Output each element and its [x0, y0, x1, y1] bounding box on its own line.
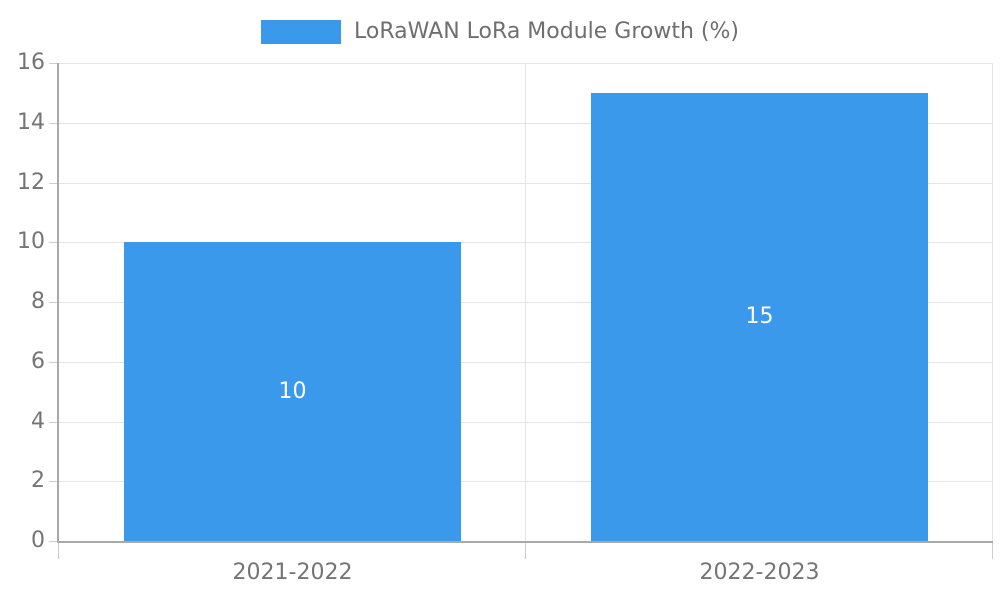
y-gridline	[59, 481, 993, 482]
x-axis-line	[57, 541, 993, 543]
y-axis-tick-label: 2	[31, 468, 45, 493]
x-axis-tick	[525, 541, 526, 559]
x-axis-tick	[58, 541, 59, 559]
y-axis-tick	[49, 123, 57, 124]
bar[interactable]: 10	[124, 242, 461, 541]
y-axis-tick	[49, 362, 57, 363]
y-axis-tick-label: 16	[17, 50, 45, 75]
bar-value-label: 15	[745, 304, 774, 329]
y-axis-line	[57, 63, 59, 541]
y-gridline	[59, 123, 993, 124]
y-gridline	[59, 302, 993, 303]
y-gridline	[59, 183, 993, 184]
y-gridline	[59, 63, 993, 64]
y-axis-tick	[49, 481, 57, 482]
legend-label[interactable]: LoRaWAN LoRa Module Growth (%)	[354, 19, 739, 44]
y-axis-tick	[49, 63, 57, 64]
bar[interactable]: 15	[591, 93, 928, 541]
x-axis-tick	[992, 541, 993, 559]
y-gridline	[59, 242, 993, 243]
y-axis-tick-label: 6	[31, 349, 45, 374]
y-axis-tick-label: 4	[31, 409, 45, 434]
x-axis-category-label: 2022-2023	[699, 560, 820, 585]
bar-value-label: 10	[278, 378, 307, 404]
y-axis-tick-label: 8	[31, 289, 45, 314]
y-axis-tick-label: 10	[17, 229, 45, 254]
y-axis-tick-label: 14	[17, 110, 45, 135]
plot-area: 0 2 4 6 8 10 12 14 16 10 15 2021-2022 2022-2023	[17, 50, 993, 585]
y-axis-tick	[49, 242, 57, 243]
y-axis-tick	[49, 302, 57, 303]
y-gridline	[59, 362, 993, 363]
y-axis-tick-label: 0	[31, 528, 45, 553]
y-axis-tick	[49, 183, 57, 184]
y-axis-tick-label: 12	[17, 170, 45, 195]
x-axis-category-label: 2021-2022	[232, 560, 353, 585]
legend: LoRaWAN LoRa Module Growth (%)	[0, 18, 1000, 46]
category-separator-line	[992, 63, 993, 541]
category-separator-line	[525, 63, 526, 541]
y-gridline	[59, 422, 993, 423]
y-axis-tick	[49, 541, 57, 542]
y-axis-tick	[49, 422, 57, 423]
legend-swatch-icon[interactable]	[261, 20, 342, 44]
